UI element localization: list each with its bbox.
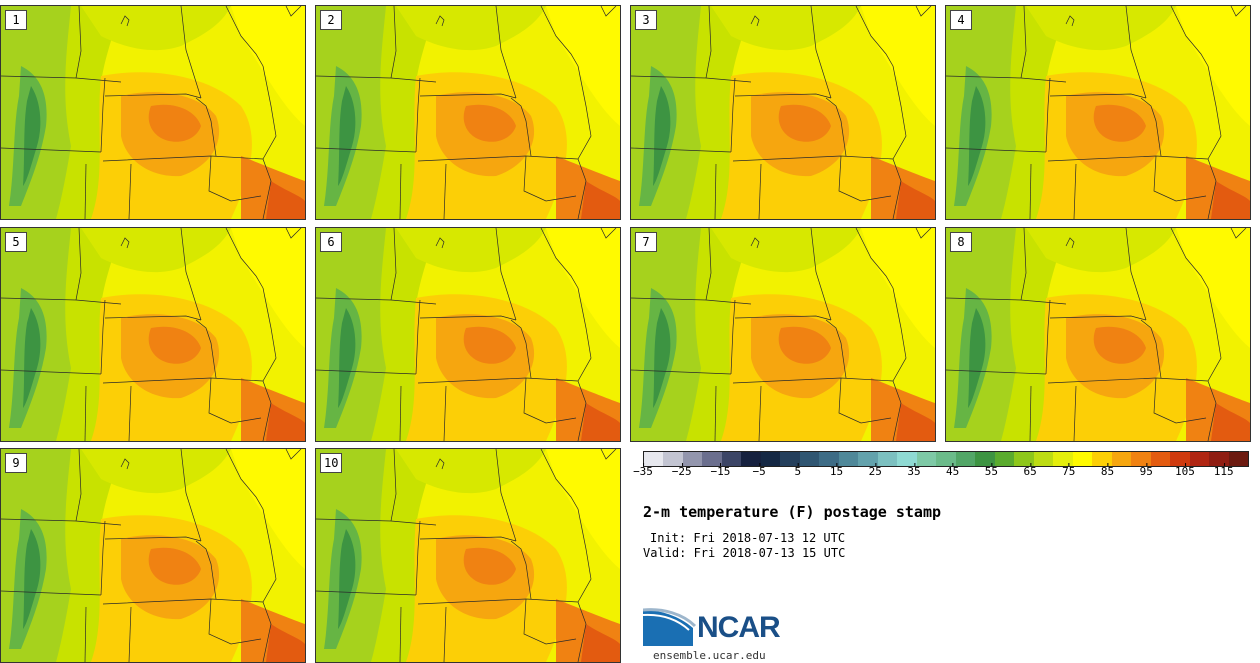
map-panel-3: 3: [630, 5, 936, 220]
color-swatch: [1209, 452, 1229, 466]
color-swatch: [1111, 452, 1132, 466]
color-scale-tick-label: 85: [1100, 463, 1115, 478]
panel-number-label: 7: [635, 232, 657, 252]
color-swatch: [975, 452, 995, 466]
color-swatch: [1150, 452, 1171, 466]
ncar-wordmark: NCAR: [697, 611, 781, 644]
color-swatch: [780, 452, 800, 466]
color-scale-tick-label: 65: [1023, 463, 1037, 478]
site-url: ensemble.ucar.edu: [653, 649, 766, 662]
color-scale-tick-label: 115: [1213, 463, 1234, 478]
panel-number-label: 10: [320, 453, 343, 473]
color-scale-tick-label: 45: [946, 463, 960, 478]
color-swatch: [1092, 452, 1112, 466]
color-swatch: [877, 452, 898, 466]
color-scale-tick-label: −25: [671, 463, 692, 478]
color-swatch: [1131, 452, 1151, 466]
panel-number-label: 9: [5, 453, 27, 473]
init-time: Init: Fri 2018-07-13 12 UTC: [650, 531, 846, 545]
color-swatch: [955, 452, 976, 466]
map-panel-7: 7: [630, 227, 936, 442]
map-panel-6: 6: [315, 227, 621, 442]
color-swatch: [1033, 452, 1054, 466]
color-swatch: [1014, 452, 1034, 466]
panel-number-label: 8: [950, 232, 972, 252]
color-scale-tick-label: 55: [984, 463, 998, 478]
panel-number-label: 5: [5, 232, 27, 252]
color-swatch: [663, 452, 683, 466]
color-scale-tick-label: 35: [907, 463, 921, 478]
ncar-logo-icon: [643, 608, 697, 646]
panel-number-label: 2: [320, 10, 342, 30]
color-scale-ticks: −35 −25 −15 −5 5 15 25 35 45 55 65 75 85 95 105 115: [633, 463, 1247, 485]
color-swatch: [916, 452, 937, 466]
panel-number-label: 1: [5, 10, 27, 30]
color-scale-tick-label: 5: [794, 463, 802, 478]
panel-number-label: 3: [635, 10, 657, 30]
color-swatch: [838, 452, 859, 466]
map-panel-1: 1: [0, 5, 306, 220]
color-swatch: [858, 452, 878, 466]
color-swatch: [721, 452, 742, 466]
color-swatch: [702, 452, 722, 466]
color-swatch: [819, 452, 839, 466]
color-swatch: [994, 452, 1015, 466]
color-scale-tick-label: −15: [710, 463, 731, 478]
color-swatch: [799, 452, 820, 466]
panel-number-label: 6: [320, 232, 342, 252]
color-scale-tick-label: −35: [633, 463, 653, 478]
map-panel-9: 9: [0, 448, 306, 663]
map-panel-10: 10: [315, 448, 621, 663]
color-scale-tick-label: 105: [1174, 463, 1195, 478]
color-swatch: [1170, 452, 1190, 466]
color-swatch: [1053, 452, 1073, 466]
color-swatch: [760, 452, 781, 466]
panel-number-label: 4: [950, 10, 972, 30]
color-swatch: [1072, 452, 1093, 466]
valid-time: Valid: Fri 2018-07-13 15 UTC: [643, 546, 846, 560]
map-panel-8: 8: [945, 227, 1251, 442]
map-panel-2: 2: [315, 5, 621, 220]
color-scale-tick-label: 15: [829, 463, 844, 478]
color-swatch: [1228, 452, 1249, 466]
map-panel-5: 5: [0, 227, 306, 442]
color-swatch: [1189, 452, 1210, 466]
figure-title: 2-m temperature (F) postage stamp: [643, 503, 942, 521]
color-scale-bar: [643, 451, 1249, 467]
color-scale-tick-label: 95: [1139, 463, 1153, 478]
color-swatch: [936, 452, 956, 466]
map-panel-4: 4: [945, 5, 1251, 220]
color-scale-tick-label: 25: [868, 463, 882, 478]
color-scale-tick-label: −5: [752, 463, 766, 478]
color-swatch: [682, 452, 703, 466]
color-swatch: [644, 452, 664, 466]
color-scale-tick-label: 75: [1062, 463, 1076, 478]
color-swatch: [741, 452, 761, 466]
color-swatch: [897, 452, 917, 466]
